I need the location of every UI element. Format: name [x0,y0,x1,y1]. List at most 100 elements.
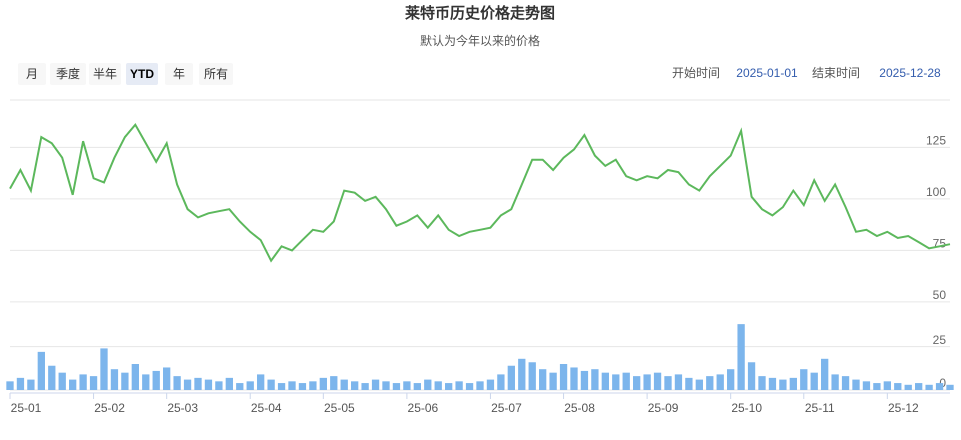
volume-bar [476,381,484,390]
volume-bar [622,372,630,390]
y2-tick-label: 25 [933,333,947,347]
y-tick-label: 125 [926,134,946,148]
range-button-label[interactable]: 月 [26,67,38,81]
volume-bar [716,374,724,390]
volume-bar [27,379,35,390]
volume-bar [549,372,557,390]
x-tick-label: 25-12 [888,401,919,415]
volume-bar [518,358,526,390]
volume-bar [653,372,662,390]
x-tick-label: 25-10 [731,401,762,415]
volume-bar [559,364,568,390]
volume-bar [727,369,735,390]
volume-bar [351,381,359,390]
range-button[interactable] [199,63,233,85]
volume-bar [904,384,912,390]
volume-bar [131,364,139,390]
range-button-label[interactable]: 季度 [56,66,80,81]
volume-bar [288,381,296,390]
x-tick-label: 25-07 [491,401,522,415]
volume-bar [225,377,233,390]
volume-bar [935,383,944,390]
volume-bar [142,374,150,390]
y-tick-label: 100 [926,185,946,199]
range-button[interactable] [50,63,86,85]
volume-bar [413,383,421,390]
x-tick-label: 25-05 [324,401,355,415]
volume-bar [465,383,474,390]
volume-bar [841,376,850,390]
volume-bar [163,367,171,390]
volume-bar [403,381,411,390]
volume-bar [79,374,87,390]
y-tick-label: 50 [933,288,947,302]
volume-bar [257,374,265,390]
volume-bar [361,383,369,390]
volume-bar [873,383,881,390]
volume-bar [612,374,620,390]
volume-bar [445,383,453,390]
volume-bar [330,376,338,390]
start-date-input[interactable]: 2025-01-01 [736,66,798,80]
range-button-label[interactable]: 半年 [93,67,117,81]
volume-bar [758,376,766,390]
volume-bar [173,376,181,390]
volume-bar [246,381,254,390]
x-tick-label: 25-09 [648,401,679,415]
range-button[interactable] [165,63,193,85]
volume-bar [110,369,119,390]
volume-bar [371,379,380,390]
range-button-label[interactable]: YTD [130,67,154,81]
volume-bar [883,381,891,390]
volume-bar [664,376,672,390]
volume-bar [69,379,77,390]
volume-bar [16,377,25,390]
volume-bar [915,383,923,390]
price-line [9,122,951,263]
volume-bar [434,381,442,390]
volume-bar [570,367,578,390]
x-tick-label: 25-03 [167,401,198,415]
volume-bar [580,370,589,390]
volume-bar [319,377,327,390]
volume-bar [298,383,307,390]
volume-bar [643,374,651,390]
volume-bar [831,374,839,390]
range-button[interactable] [89,63,121,85]
volume-bar [528,362,536,390]
volume-bar [277,383,286,390]
volume-bar [779,379,787,390]
volume-bar [862,381,871,390]
volume-bar [737,324,745,390]
volume-bar [852,379,860,390]
volume-bar [674,374,683,390]
volume-bar [152,370,160,390]
volume-bar [89,376,98,390]
volume-bar [6,381,14,390]
volume-bar [633,376,641,390]
y-tick-label: 75 [933,237,947,251]
volume-bar [121,372,129,390]
start-label: 开始时间 [672,66,720,80]
end-date-input[interactable]: 2025-12-28 [879,66,941,80]
end-label: 结束时间 [812,66,860,80]
volume-bar [539,369,547,390]
x-tick-label: 25-04 [251,401,282,415]
range-button[interactable] [126,63,158,85]
x-tick-label: 25-02 [94,401,125,415]
volume-bar [48,365,56,390]
x-tick-label: 25-01 [11,401,42,415]
volume-bar [601,372,609,390]
volume-bar [486,379,495,390]
volume-bar [236,383,244,390]
x-tick-label: 25-11 [805,401,835,415]
range-button-label[interactable]: 年 [173,67,185,81]
range-button-label[interactable]: 所有 [204,67,228,81]
volume-bar [821,358,829,390]
x-tick-label: 25-06 [408,401,439,415]
volume-bar [591,369,599,390]
volume-bar [810,372,818,390]
volume-bar [768,377,777,390]
range-button[interactable] [18,63,46,85]
